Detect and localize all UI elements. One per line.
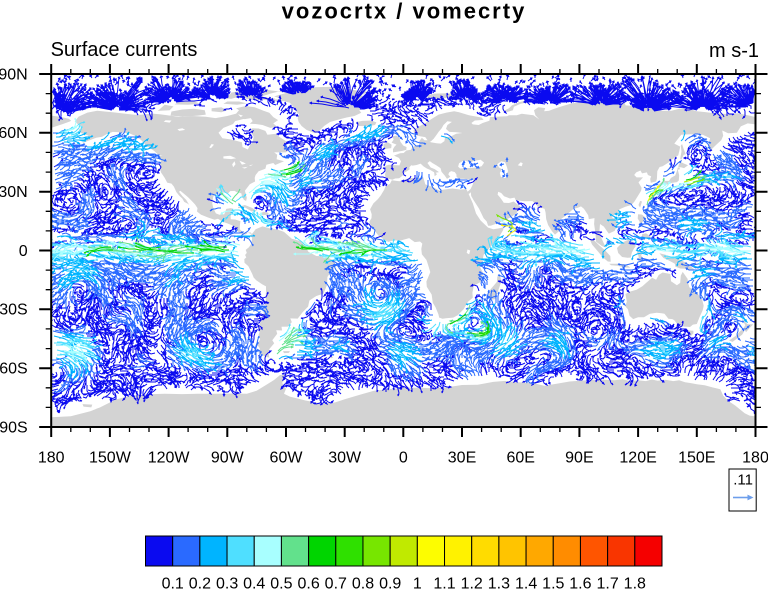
svg-text:.11: .11 [733, 472, 753, 489]
svg-text:Surface currents: Surface currents [51, 39, 198, 61]
svg-text:150E: 150E [678, 450, 715, 467]
svg-text:0.3: 0.3 [216, 575, 238, 591]
svg-text:1: 1 [413, 575, 422, 591]
svg-text:1.6: 1.6 [569, 575, 591, 591]
svg-text:60N: 60N [0, 125, 28, 142]
svg-text:150W: 150W [89, 450, 132, 467]
svg-text:1.3: 1.3 [488, 575, 510, 591]
svg-text:0.8: 0.8 [352, 575, 374, 591]
svg-text:60W: 60W [270, 450, 304, 467]
svg-text:0.7: 0.7 [325, 575, 347, 591]
svg-text:90N: 90N [0, 66, 28, 83]
svg-text:0: 0 [19, 243, 28, 260]
svg-text:90E: 90E [565, 450, 593, 467]
svg-text:1.8: 1.8 [624, 575, 646, 591]
svg-text:0.6: 0.6 [297, 575, 319, 591]
svg-text:60S: 60S [0, 361, 28, 378]
svg-text:30E: 30E [448, 450, 476, 467]
svg-text:0.1: 0.1 [162, 575, 184, 591]
svg-text:90W: 90W [211, 450, 245, 467]
svg-text:30W: 30W [328, 450, 362, 467]
svg-text:0.4: 0.4 [243, 575, 265, 591]
svg-text:0.2: 0.2 [189, 575, 211, 591]
svg-text:90S: 90S [0, 419, 28, 436]
svg-text:0.9: 0.9 [379, 575, 401, 591]
svg-text:0: 0 [399, 450, 408, 467]
svg-text:180: 180 [742, 450, 768, 467]
svg-text:vozocrtx / vomecrty: vozocrtx / vomecrty [282, 0, 527, 23]
svg-text:180: 180 [38, 450, 65, 467]
svg-text:30N: 30N [0, 184, 28, 201]
svg-text:30S: 30S [0, 302, 28, 319]
svg-text:1.4: 1.4 [515, 575, 537, 591]
svg-text:120E: 120E [619, 450, 656, 467]
svg-text:1.7: 1.7 [596, 575, 618, 591]
svg-text:1.5: 1.5 [542, 575, 564, 591]
svg-text:120W: 120W [148, 450, 191, 467]
svg-text:m s-1: m s-1 [709, 40, 759, 62]
svg-text:0.5: 0.5 [270, 575, 292, 591]
svg-text:1.1: 1.1 [433, 575, 455, 591]
svg-text:60E: 60E [506, 450, 534, 467]
svg-text:1.2: 1.2 [461, 575, 483, 591]
